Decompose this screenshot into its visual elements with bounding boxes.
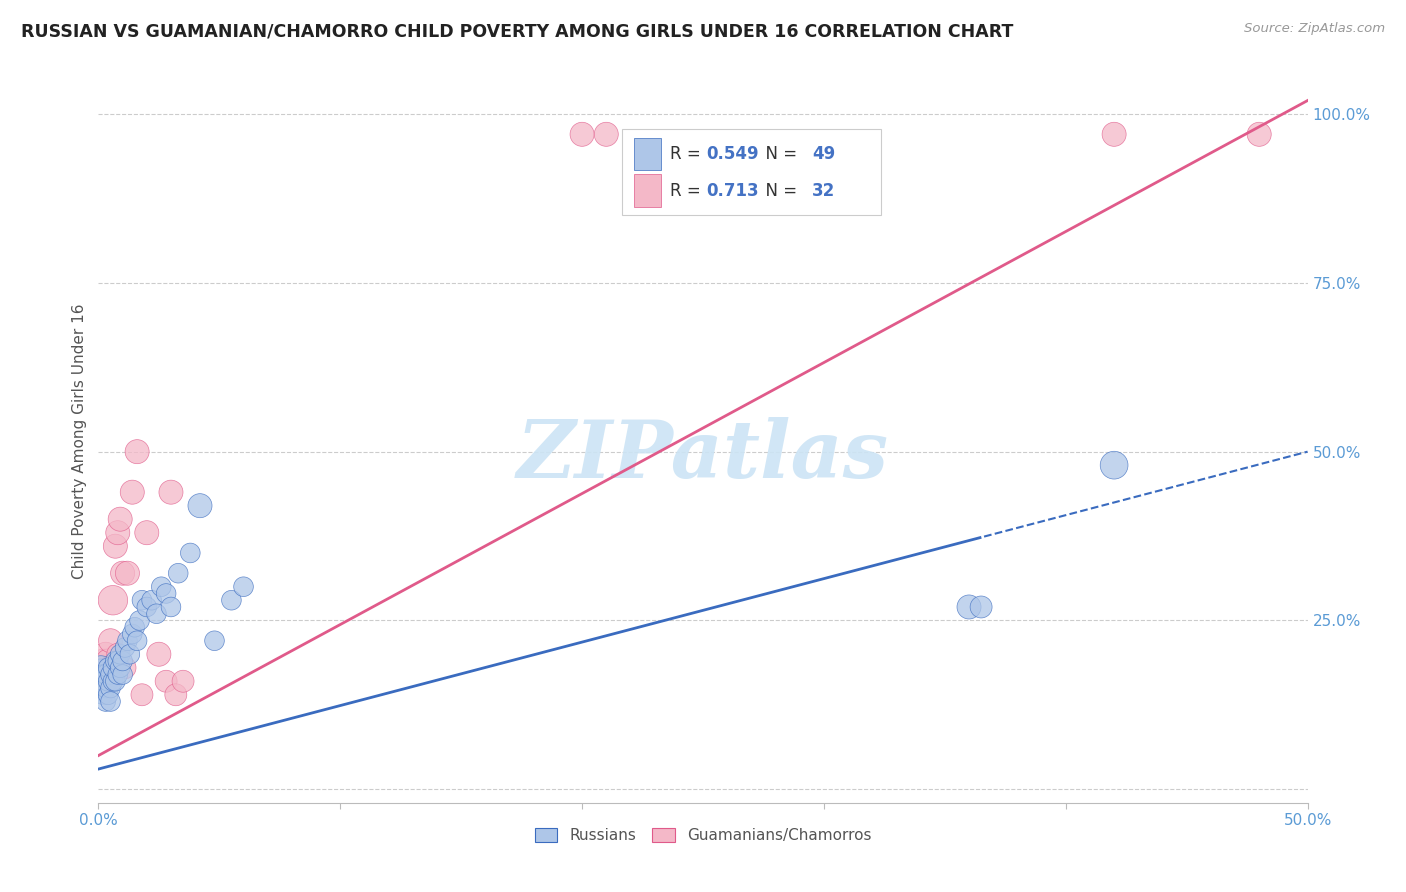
Point bbox=[94, 681, 117, 695]
Point bbox=[128, 614, 150, 628]
Point bbox=[100, 633, 122, 648]
Point bbox=[150, 580, 173, 594]
Point bbox=[188, 499, 211, 513]
Point bbox=[111, 566, 134, 581]
Point bbox=[571, 128, 593, 142]
Point bbox=[91, 674, 114, 689]
Point bbox=[121, 627, 143, 641]
Point bbox=[90, 667, 112, 681]
Point bbox=[131, 688, 153, 702]
FancyBboxPatch shape bbox=[621, 129, 880, 215]
Point bbox=[90, 681, 112, 695]
Point bbox=[107, 647, 129, 661]
Text: N =: N = bbox=[755, 182, 803, 200]
Point bbox=[91, 654, 114, 668]
Point bbox=[595, 128, 617, 142]
Text: N =: N = bbox=[755, 145, 803, 163]
Point bbox=[97, 661, 120, 675]
Point bbox=[108, 647, 131, 661]
Point bbox=[121, 485, 143, 500]
Point bbox=[160, 599, 183, 614]
Text: R =: R = bbox=[671, 182, 706, 200]
Text: RUSSIAN VS GUAMANIAN/CHAMORRO CHILD POVERTY AMONG GIRLS UNDER 16 CORRELATION CHA: RUSSIAN VS GUAMANIAN/CHAMORRO CHILD POVE… bbox=[21, 22, 1014, 40]
Point bbox=[94, 667, 117, 681]
Point bbox=[114, 661, 136, 675]
Point bbox=[131, 593, 153, 607]
Point bbox=[232, 580, 254, 594]
Point bbox=[155, 586, 177, 600]
Text: R =: R = bbox=[671, 145, 706, 163]
Point bbox=[91, 688, 114, 702]
Point bbox=[107, 654, 129, 668]
Point bbox=[155, 674, 177, 689]
Point bbox=[117, 566, 139, 581]
Point bbox=[1102, 458, 1125, 472]
Text: 0.713: 0.713 bbox=[707, 182, 759, 200]
Point bbox=[145, 607, 167, 621]
Point bbox=[101, 661, 124, 675]
Point bbox=[91, 667, 114, 681]
Point bbox=[957, 599, 980, 614]
Point bbox=[104, 654, 127, 668]
Point bbox=[100, 661, 122, 675]
Point bbox=[127, 633, 149, 648]
Point bbox=[148, 647, 170, 661]
Point bbox=[107, 667, 129, 681]
Point bbox=[114, 640, 136, 655]
Point bbox=[117, 633, 139, 648]
Text: 49: 49 bbox=[811, 145, 835, 163]
Point bbox=[90, 661, 112, 675]
Point bbox=[179, 546, 201, 560]
Text: ZIPatlas: ZIPatlas bbox=[517, 417, 889, 495]
Text: 32: 32 bbox=[811, 182, 835, 200]
Point bbox=[970, 599, 993, 614]
Point bbox=[104, 539, 127, 553]
FancyBboxPatch shape bbox=[634, 138, 661, 170]
Point bbox=[91, 667, 114, 681]
Point bbox=[108, 661, 131, 675]
Point bbox=[97, 654, 120, 668]
Point bbox=[101, 674, 124, 689]
Point bbox=[111, 667, 134, 681]
Point bbox=[107, 525, 129, 540]
Point bbox=[100, 681, 122, 695]
Point bbox=[1102, 128, 1125, 142]
Point bbox=[135, 599, 157, 614]
Y-axis label: Child Poverty Among Girls Under 16: Child Poverty Among Girls Under 16 bbox=[72, 304, 87, 579]
Point bbox=[90, 674, 112, 689]
Point bbox=[94, 647, 117, 661]
Point bbox=[111, 654, 134, 668]
Point bbox=[101, 593, 124, 607]
Point bbox=[90, 661, 112, 675]
Point bbox=[167, 566, 190, 581]
Text: Source: ZipAtlas.com: Source: ZipAtlas.com bbox=[1244, 22, 1385, 36]
Point bbox=[141, 593, 163, 607]
FancyBboxPatch shape bbox=[634, 175, 661, 207]
Point bbox=[94, 694, 117, 708]
Point bbox=[135, 525, 157, 540]
Point bbox=[172, 674, 194, 689]
Point bbox=[118, 647, 141, 661]
Point bbox=[204, 633, 226, 648]
Point bbox=[100, 667, 122, 681]
Point bbox=[94, 661, 117, 675]
Text: 0.549: 0.549 bbox=[707, 145, 759, 163]
Point bbox=[160, 485, 183, 500]
Point bbox=[97, 688, 120, 702]
Point bbox=[108, 512, 131, 526]
Point bbox=[127, 444, 149, 458]
Point bbox=[221, 593, 243, 607]
Point bbox=[90, 674, 112, 689]
Legend: Russians, Guamanians/Chamorros: Russians, Guamanians/Chamorros bbox=[529, 822, 877, 849]
Point bbox=[90, 667, 112, 681]
Point bbox=[97, 674, 120, 689]
Point bbox=[97, 674, 120, 689]
Point bbox=[124, 620, 146, 634]
Point bbox=[100, 694, 122, 708]
Point bbox=[1249, 128, 1271, 142]
Point bbox=[104, 674, 127, 689]
Point bbox=[165, 688, 187, 702]
